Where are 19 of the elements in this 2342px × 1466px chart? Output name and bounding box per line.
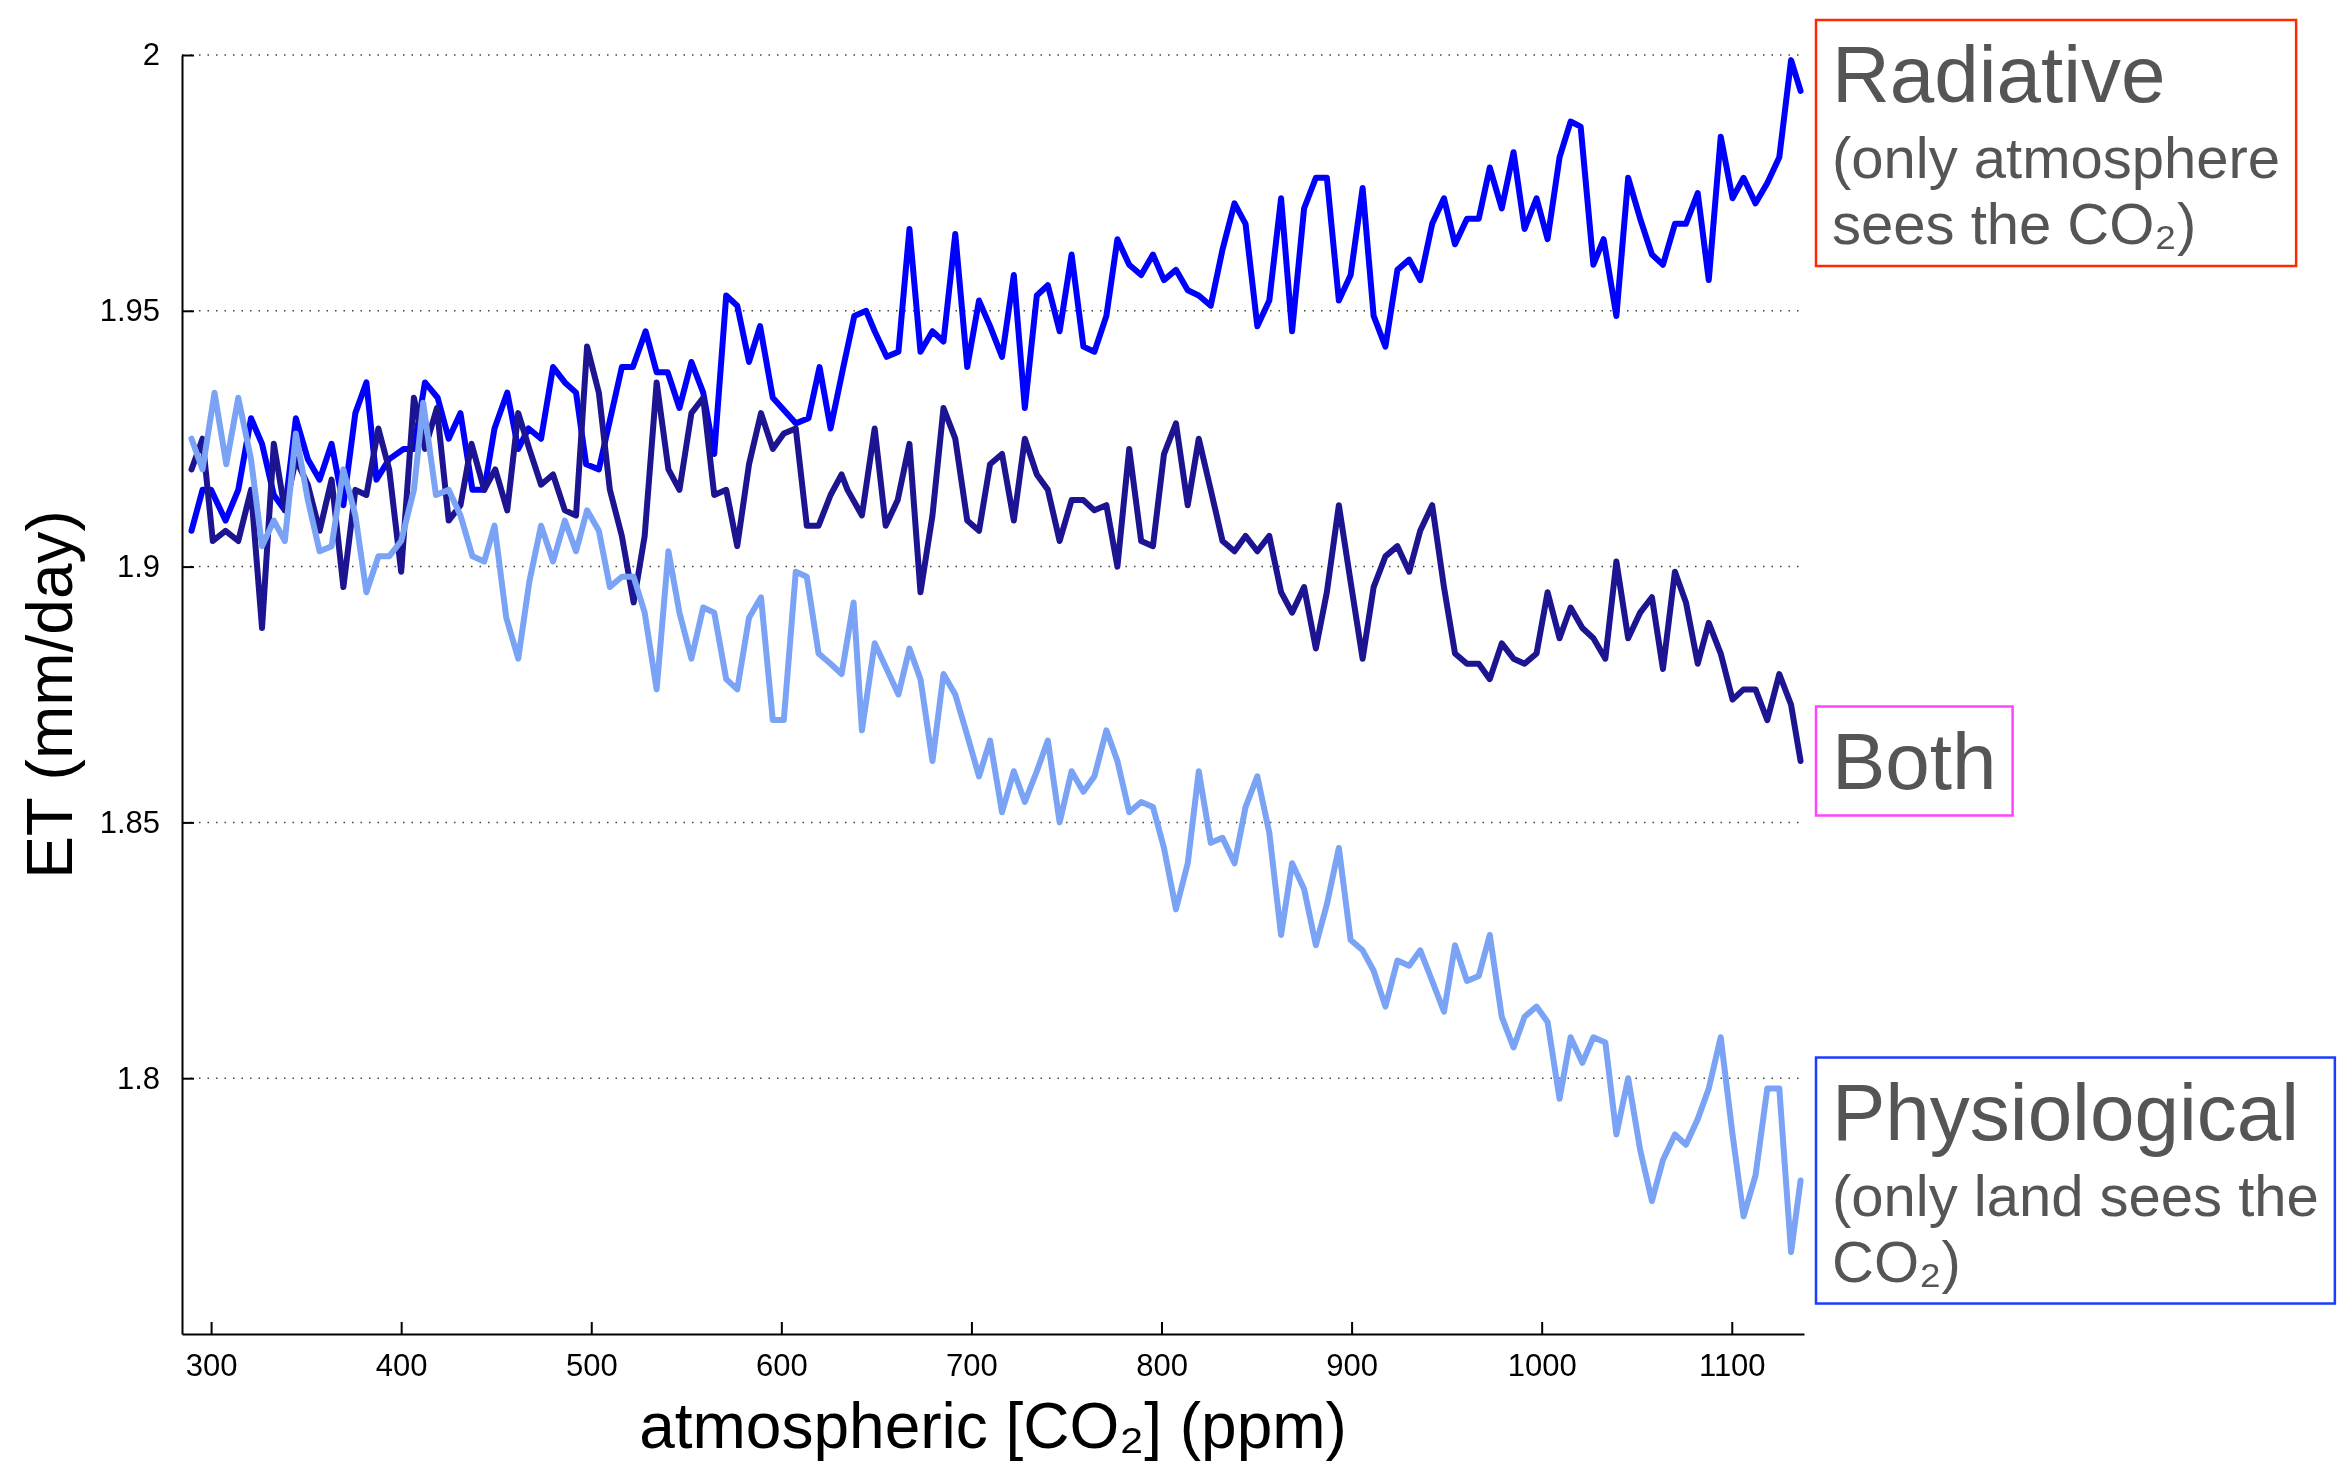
y-tick-label: 2 xyxy=(142,37,160,73)
y-tick-label: 1.95 xyxy=(99,293,160,329)
series-label: Radiative (only atmosphere sees the CO₂) xyxy=(1832,30,2281,256)
series-label: Physiological (only land sees the CO₂) xyxy=(1832,1067,2319,1294)
x-tick-label: 1000 xyxy=(1507,1348,1577,1384)
y-tick-label: 1.85 xyxy=(99,804,160,840)
x-tick-label: 500 xyxy=(565,1348,618,1384)
x-tick-label: 1100 xyxy=(1698,1348,1766,1384)
y-tick-label: 1.8 xyxy=(116,1060,160,1096)
y-tick-label: 1.9 xyxy=(116,549,160,585)
x-tick-label: 800 xyxy=(1136,1348,1188,1384)
series-label: Both xyxy=(1832,716,1997,806)
x-axis-title: atmospheric [CO₂] (ppm) xyxy=(639,1390,1347,1462)
x-tick-label: 900 xyxy=(1326,1348,1378,1384)
y-axis-title: ET (mm/day) xyxy=(14,510,86,879)
x-tick-label: 600 xyxy=(755,1348,808,1384)
x-tick-label: 300 xyxy=(185,1348,238,1384)
x-tick-label: 700 xyxy=(946,1348,998,1384)
x-tick-label: 400 xyxy=(375,1348,428,1384)
